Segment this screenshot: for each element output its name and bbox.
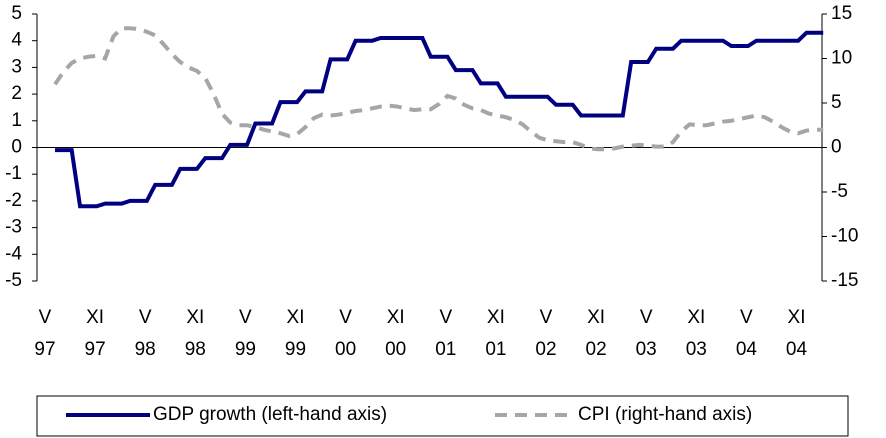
x-tick-label: XI 98 [184,307,206,360]
x-tick-label: V 97 [34,307,56,360]
y-tick-label: 1 [11,110,22,131]
legend-box [36,395,849,437]
y2-tick-label: 0 [831,137,842,158]
x-tick-label: XI 04 [785,307,808,360]
y-tick-label: -2 [5,190,22,211]
y-tick-label: 3 [11,56,22,77]
x-tick-label: XI 00 [385,307,407,360]
y-tick-label: 2 [11,83,22,104]
y2-tick-label: -10 [831,226,858,247]
y2-tick-label: 15 [831,3,852,24]
x-tick-label: V 00 [335,307,357,360]
y2-tick-label: -5 [831,181,848,202]
series-line [53,26,824,152]
y-tick-label: -1 [5,163,22,184]
y-tick-label: -3 [5,217,22,238]
y-tick-label: -4 [5,243,22,264]
x-tick-label: V 03 [635,307,657,360]
x-tick-label: V 01 [435,307,457,360]
x-tick-label: XI 02 [585,307,607,360]
x-tick-label: V 98 [134,307,156,360]
y2-tick-label: -15 [831,270,858,291]
x-tick-label: XI 03 [685,307,707,360]
series-line [55,30,824,209]
x-tick-label: XI 01 [485,307,507,360]
y2-tick-label: 5 [831,92,842,113]
y-tick-label: 5 [11,3,22,24]
x-tick-label: XI 97 [84,307,106,360]
legend-label: GDP growth (left-hand axis) [153,404,387,425]
x-tick-label: V 99 [234,307,256,360]
y-tick-label: 4 [11,30,22,51]
y-tick-label: 0 [11,137,22,158]
x-tick-label: V 04 [735,307,757,360]
legend-label: CPI (right-hand axis) [578,404,752,425]
y2-tick-label: 10 [831,48,852,69]
x-tick-label: V 02 [535,307,557,360]
y-tick-label: -5 [5,270,22,291]
x-tick-label: XI 99 [284,307,307,360]
